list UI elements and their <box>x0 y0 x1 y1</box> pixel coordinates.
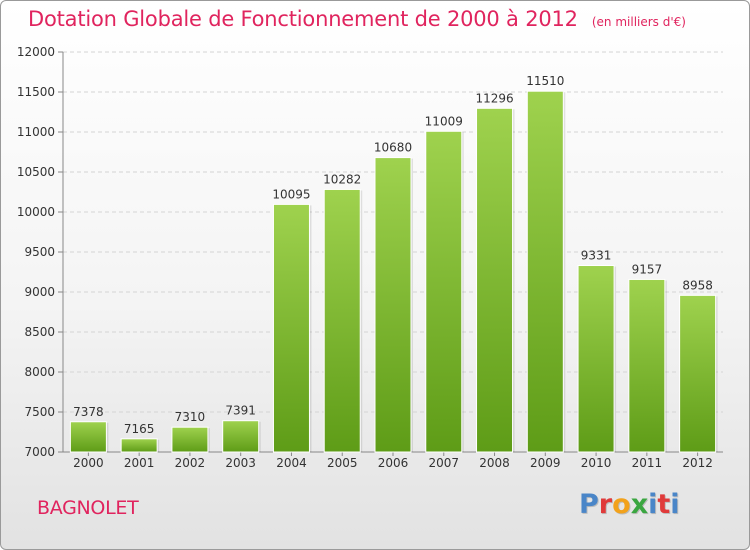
logo-letter: x <box>630 489 649 520</box>
bar-2008 <box>476 107 514 453</box>
logo-letter: r <box>598 489 613 520</box>
x-tick-label: 2003 <box>225 456 256 470</box>
data-label: 10680 <box>374 141 412 155</box>
x-tick-label: 2008 <box>479 456 510 470</box>
x-tick-label: 2012 <box>682 456 713 470</box>
bar-2012 <box>679 294 717 453</box>
logo-letter: P <box>579 489 599 520</box>
y-tick-label: 8000 <box>24 365 55 379</box>
bar-2002 <box>171 426 209 453</box>
bar-2003 <box>222 420 260 453</box>
bar-2001 <box>120 438 158 453</box>
data-label: 11009 <box>425 114 463 128</box>
y-tick-label: 11500 <box>17 85 55 99</box>
y-tick-label: 7500 <box>24 405 55 419</box>
logo-letter: i <box>670 489 680 520</box>
bar-2005 <box>323 188 361 453</box>
chart-title-text: Dotation Globale de Fonctionnement de 20… <box>28 7 578 31</box>
bar-2007 <box>425 130 463 453</box>
x-tick-label: 2000 <box>73 456 104 470</box>
x-tick-label: 2010 <box>581 456 612 470</box>
y-tick-label: 9500 <box>24 245 55 259</box>
x-tick-label: 2009 <box>530 456 561 470</box>
x-tick-label: 2004 <box>276 456 307 470</box>
data-label: 7165 <box>124 422 155 436</box>
data-label: 7391 <box>225 404 256 418</box>
data-label: 7310 <box>175 410 206 424</box>
data-label: 9157 <box>632 262 663 276</box>
bar-2000 <box>69 421 107 453</box>
y-tick-label: 7000 <box>24 445 55 459</box>
y-tick-label: 11000 <box>17 125 55 139</box>
logo-letter: o <box>612 489 631 520</box>
bar-2011 <box>628 278 666 453</box>
chart-title: Dotation Globale de Fonctionnement de 20… <box>28 7 686 31</box>
x-tick-label: 2005 <box>327 456 358 470</box>
logo-letter: i <box>648 489 658 520</box>
bar-2009 <box>526 90 564 453</box>
data-label: 10282 <box>323 172 361 186</box>
y-tick-label: 9000 <box>24 285 55 299</box>
x-tick-label: 2011 <box>632 456 663 470</box>
data-label: 7378 <box>73 405 104 419</box>
data-label: 11296 <box>475 91 513 105</box>
x-tick-label: 2001 <box>124 456 155 470</box>
y-tick-label: 8500 <box>24 325 55 339</box>
x-tick-label: 2002 <box>175 456 206 470</box>
data-label: 8958 <box>682 278 713 292</box>
city-name: BAGNOLET <box>37 497 139 519</box>
logo-letter: t <box>657 489 671 520</box>
y-tick-label: 10500 <box>17 165 55 179</box>
data-label: 9331 <box>581 249 612 263</box>
data-label: 10095 <box>272 187 310 201</box>
chart-unit: (en milliers d'€) <box>591 15 686 29</box>
proxiti-logo[interactable]: Proxiti <box>579 489 680 520</box>
x-tick-label: 2007 <box>428 456 459 470</box>
data-label: 11510 <box>526 74 564 88</box>
y-tick-label: 10000 <box>17 205 55 219</box>
y-tick-label: 12000 <box>17 45 55 59</box>
bar-2010 <box>577 265 615 453</box>
bar-2004 <box>272 203 310 453</box>
x-tick-label: 2006 <box>378 456 409 470</box>
bar-2006 <box>374 157 412 453</box>
